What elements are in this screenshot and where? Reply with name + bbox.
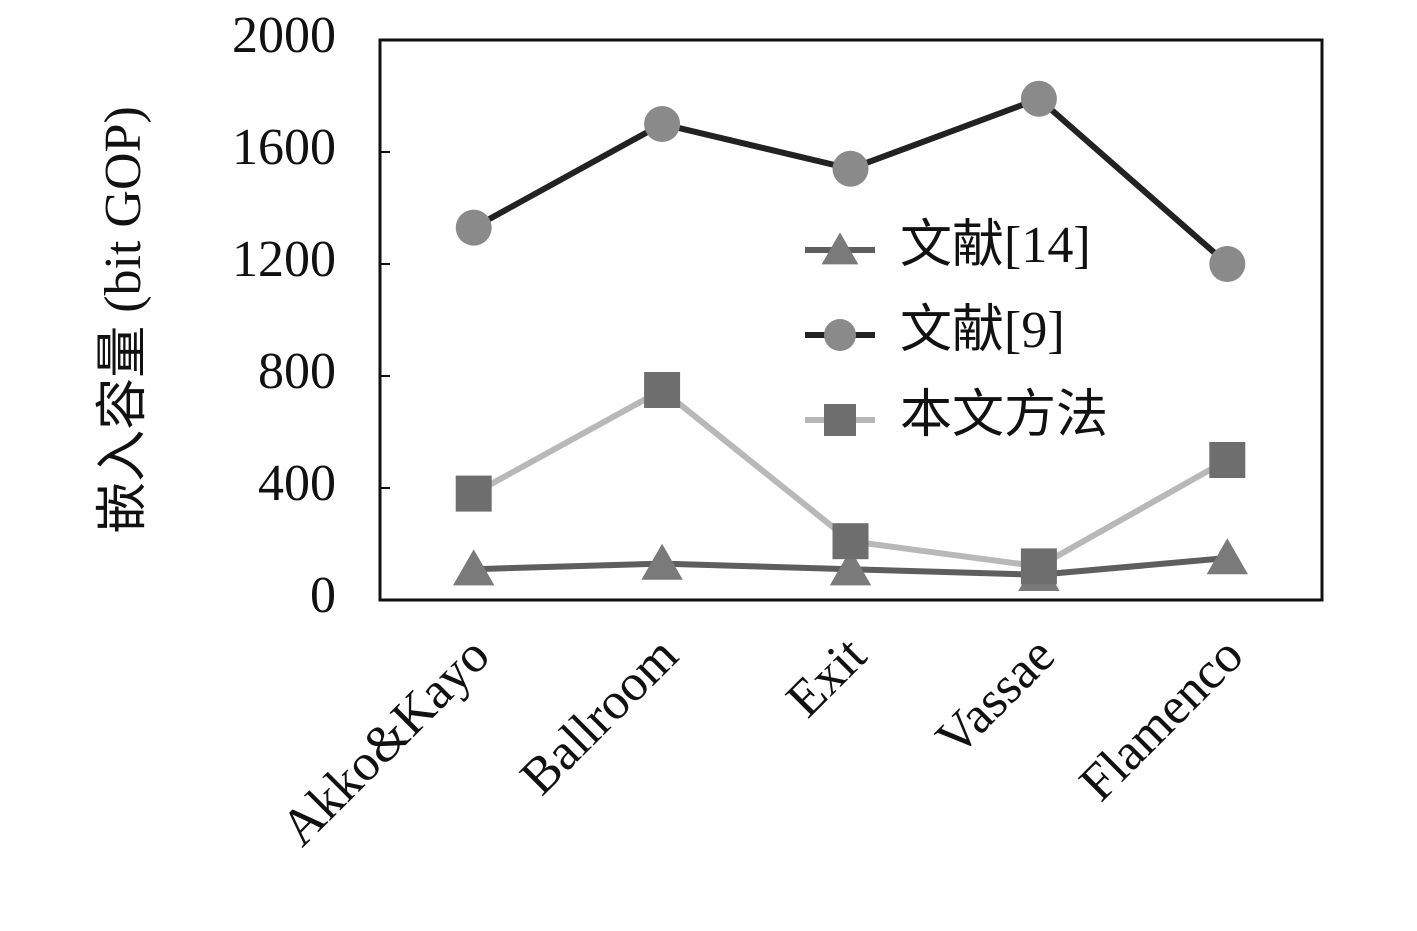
marker bbox=[644, 372, 681, 408]
marker bbox=[455, 209, 492, 246]
y-tick-label: 800 bbox=[258, 343, 336, 400]
marker bbox=[824, 404, 856, 436]
marker bbox=[829, 549, 872, 586]
marker bbox=[644, 106, 681, 142]
x-tick-label: Vassae bbox=[925, 627, 1065, 767]
marker bbox=[1209, 442, 1246, 478]
marker bbox=[641, 543, 683, 580]
marker bbox=[455, 475, 492, 512]
marker bbox=[1209, 246, 1246, 282]
marker bbox=[821, 232, 859, 265]
y-axis-label: 嵌入容量 (bit GOP) bbox=[95, 106, 152, 534]
y-tick-label: 2000 bbox=[232, 7, 336, 64]
legend-label: 本文方法 bbox=[900, 387, 1108, 444]
x-tick-label: Akko&Kayo bbox=[270, 627, 500, 857]
marker bbox=[1020, 548, 1057, 585]
marker bbox=[1020, 80, 1057, 117]
y-tick-label: 1600 bbox=[232, 119, 336, 176]
legend-label: 文献[14] bbox=[900, 217, 1091, 274]
y-tick-label: 1200 bbox=[232, 231, 336, 288]
x-tick-label: Ballroom bbox=[510, 627, 689, 806]
legend-label: 文献[9] bbox=[900, 302, 1065, 359]
plot-frame bbox=[378, 38, 1324, 602]
marker bbox=[832, 150, 869, 187]
x-tick-label: Flamenco bbox=[1069, 627, 1254, 812]
marker bbox=[832, 523, 869, 560]
marker bbox=[453, 549, 495, 586]
marker bbox=[824, 319, 856, 351]
y-tick-label: 400 bbox=[258, 455, 336, 512]
y-tick-label: 0 bbox=[310, 567, 336, 624]
marker bbox=[1206, 538, 1248, 575]
x-tick-label: Exit bbox=[776, 626, 878, 728]
